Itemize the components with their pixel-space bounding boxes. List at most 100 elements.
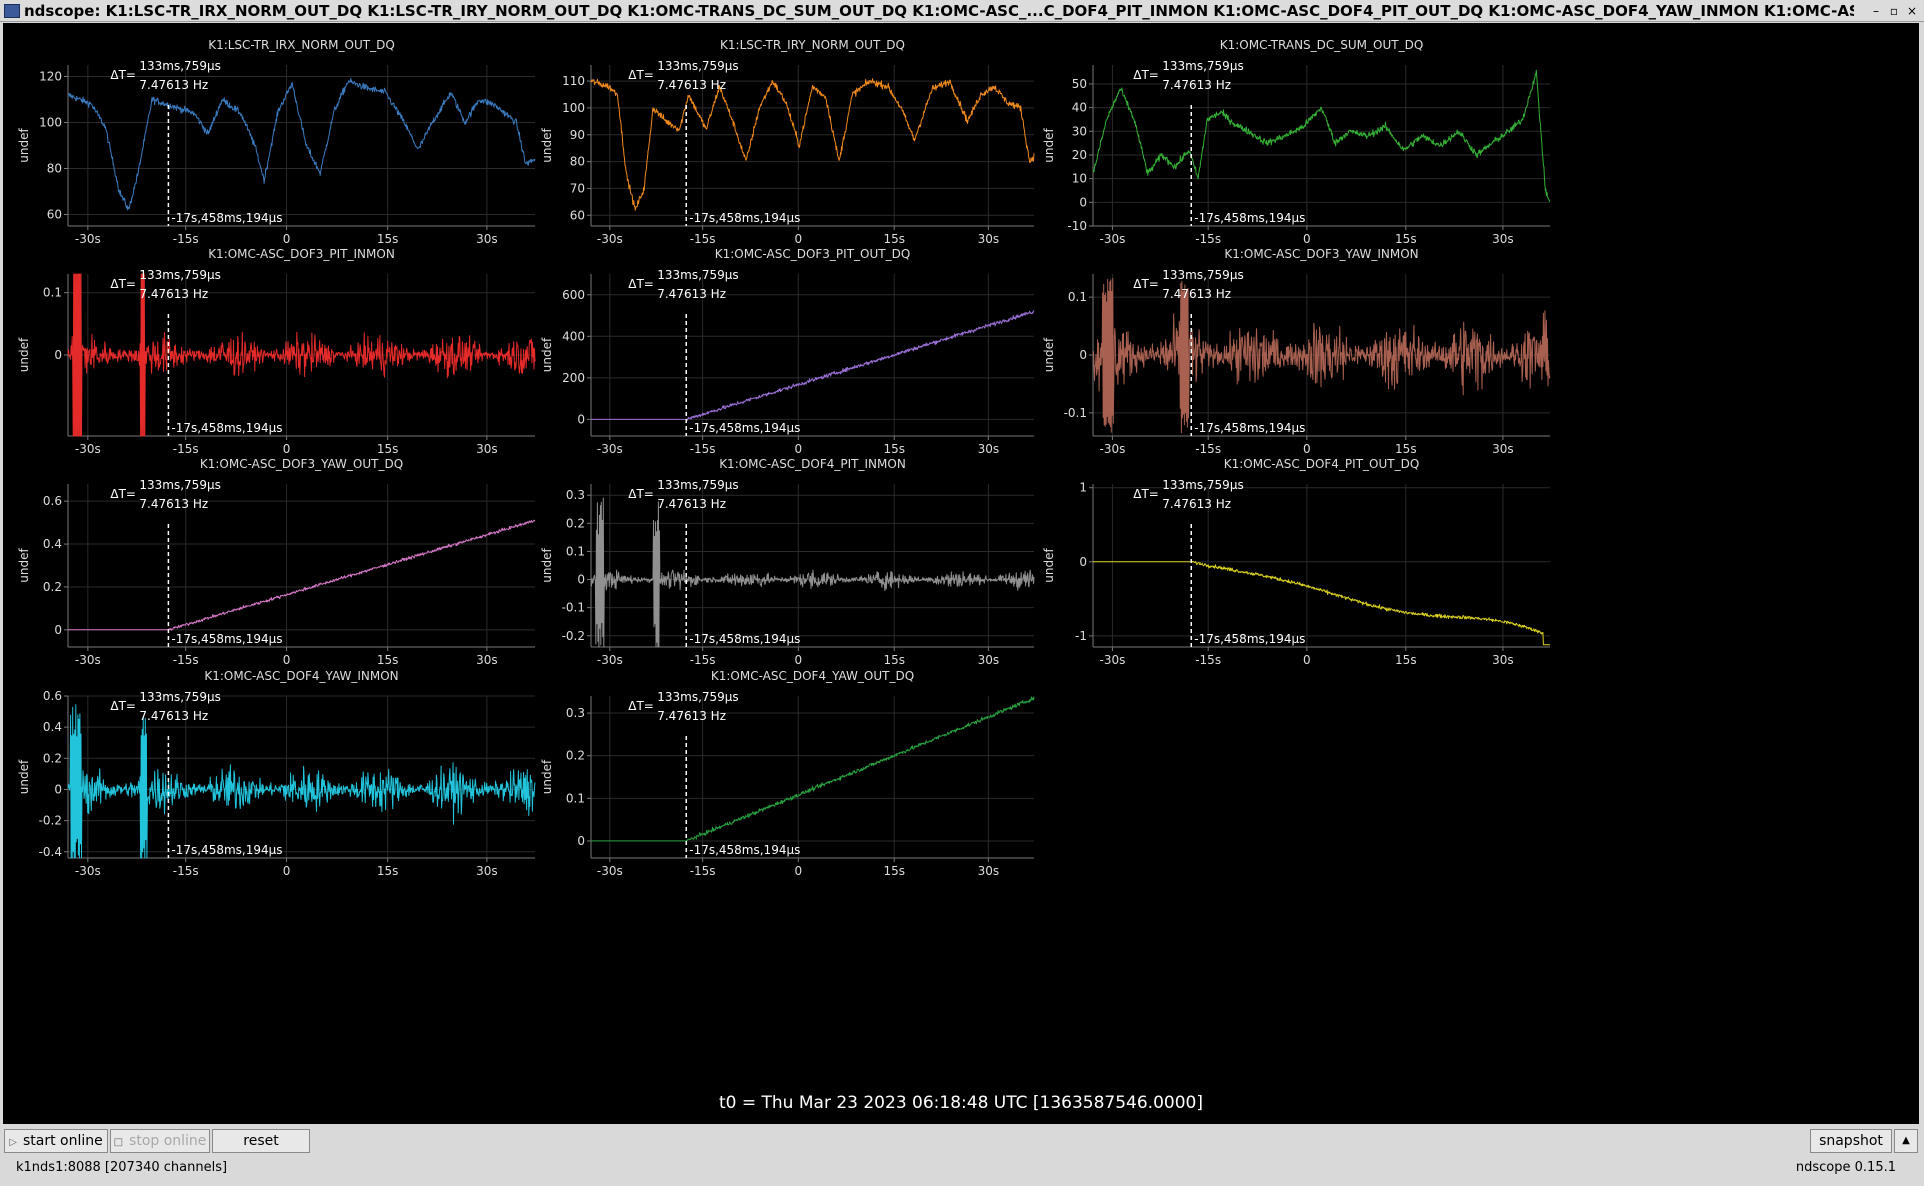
cursor-delta-value: 133ms,759µs: [1162, 59, 1243, 73]
cursor-delta-value: 133ms,759µs: [139, 478, 220, 492]
cursor-frequency: 7.47613 Hz: [1162, 497, 1231, 511]
x-tick-label: -15s: [690, 864, 716, 878]
trace-line: [591, 309, 1035, 421]
app-icon: [4, 4, 20, 18]
cursor-time-label: -17s,458ms,194µs: [689, 632, 800, 646]
x-tick-label: 0: [283, 442, 291, 456]
y-tick-label: 600: [562, 288, 585, 302]
x-tick-label: 15s: [1395, 232, 1417, 246]
y-tick-label: 90: [570, 128, 585, 142]
plot-title: K1:OMC-ASC_DOF3_YAW_OUT_DQ: [200, 457, 403, 471]
cursor-delta-value: 133ms,759µs: [1162, 478, 1243, 492]
x-tick-label: 15s: [1395, 653, 1417, 667]
x-tick-label: 0: [1303, 442, 1311, 456]
plot-title: K1:OMC-ASC_DOF3_PIT_OUT_DQ: [715, 247, 911, 261]
cursor-delta-label: ΔT=: [628, 68, 654, 82]
x-tick-label: 30s: [978, 232, 1000, 246]
y-tick-label: 0: [54, 623, 62, 637]
x-tick-label: -15s: [173, 232, 199, 246]
y-tick-label: 0.2: [43, 580, 62, 594]
y-tick-label: 0.2: [566, 749, 585, 763]
cursor-time-label: -17s,458ms,194µs: [1194, 632, 1305, 646]
y-tick-label: 0: [1079, 348, 1087, 362]
y-tick-label: 0: [54, 348, 62, 362]
trace-line: [590, 78, 1035, 211]
y-tick-label: 0: [1079, 555, 1087, 569]
y-tick-label: 0.3: [566, 488, 585, 502]
x-tick-label: -30s: [597, 864, 623, 878]
plot-title: K1:OMC-ASC_DOF4_PIT_OUT_DQ: [1224, 457, 1420, 471]
x-tick-label: 30s: [1492, 442, 1514, 456]
y-axis-label: undef: [17, 128, 31, 163]
y-tick-label: -0.2: [39, 814, 62, 828]
x-tick-label: 0: [795, 232, 803, 246]
trace-line: [1092, 278, 1551, 434]
y-tick-label: -1: [1075, 629, 1087, 643]
x-tick-label: 30s: [978, 653, 1000, 667]
x-tick-label: 0: [283, 232, 291, 246]
y-tick-label: 0: [577, 573, 585, 587]
plot-title: K1:OMC-TRANS_DC_SUM_OUT_DQ: [1220, 38, 1424, 52]
cursor-time-label: -17s,458ms,194µs: [689, 211, 800, 225]
window-titlebar: ndscope: K1:LSC-TR_IRX_NORM_OUT_DQ K1:LS…: [0, 0, 1924, 22]
reset-button[interactable]: reset: [212, 1129, 310, 1153]
cursor-delta-value: 133ms,759µs: [657, 478, 738, 492]
y-tick-label: -10: [1067, 219, 1087, 233]
start-online-button[interactable]: ▷ start online: [4, 1129, 108, 1153]
cursor-time-label: -17s,458ms,194µs: [689, 843, 800, 857]
x-tick-label: 15s: [377, 232, 399, 246]
y-tick-label: 30: [1072, 124, 1087, 138]
x-tick-label: -15s: [690, 232, 716, 246]
x-tick-label: -15s: [1195, 653, 1221, 667]
y-tick-label: 60: [47, 208, 62, 222]
cursor-delta-label: ΔT=: [110, 277, 136, 291]
y-tick-label: 0.4: [43, 537, 62, 551]
cursor-delta-value: 133ms,759µs: [139, 690, 220, 704]
plot-title: K1:OMC-ASC_DOF4_PIT_INMON: [719, 457, 906, 471]
cursor-frequency: 7.47613 Hz: [139, 78, 208, 92]
snapshot-button[interactable]: snapshot: [1810, 1129, 1892, 1153]
y-tick-label: 0: [577, 834, 585, 848]
x-tick-label: -15s: [690, 442, 716, 456]
y-tick-label: 0.1: [566, 791, 585, 805]
y-axis-label: undef: [1042, 128, 1056, 163]
cursor-time-label: -17s,458ms,194µs: [171, 843, 282, 857]
x-tick-label: 30s: [476, 232, 498, 246]
y-tick-label: 400: [562, 329, 585, 343]
x-tick-label: -30s: [75, 864, 101, 878]
cursor-delta-label: ΔT=: [1133, 487, 1159, 501]
cursor-delta-value: 133ms,759µs: [657, 690, 738, 704]
cursor-time-label: -17s,458ms,194µs: [171, 632, 282, 646]
y-axis-label: undef: [540, 759, 554, 794]
y-tick-label: 0.6: [43, 494, 62, 508]
minimize-button[interactable]: –: [1873, 4, 1879, 18]
y-tick-label: 100: [562, 101, 585, 115]
x-tick-label: 30s: [978, 442, 1000, 456]
close-button[interactable]: ×: [1906, 4, 1918, 18]
stop-online-button[interactable]: □ stop online: [110, 1129, 210, 1153]
x-tick-label: -30s: [597, 442, 623, 456]
y-tick-label: 0.2: [566, 516, 585, 530]
maximize-button[interactable]: ▫: [1889, 4, 1899, 18]
cursor-frequency: 7.47613 Hz: [657, 78, 726, 92]
x-tick-label: 0: [795, 864, 803, 878]
x-tick-label: 0: [283, 864, 291, 878]
cursor-delta-value: 133ms,759µs: [139, 268, 220, 282]
x-tick-label: 30s: [1492, 232, 1514, 246]
x-tick-label: 15s: [377, 653, 399, 667]
snapshot-menu-arrow-icon[interactable]: ▲: [1894, 1129, 1918, 1153]
x-tick-label: 30s: [978, 864, 1000, 878]
y-tick-label: 0.6: [43, 689, 62, 703]
y-tick-label: 0.4: [43, 720, 62, 734]
cursor-delta-label: ΔT=: [628, 699, 654, 713]
cursor-time-label: -17s,458ms,194µs: [171, 421, 282, 435]
trace-line: [67, 273, 536, 437]
y-tick-label: 70: [570, 181, 585, 195]
cursor-frequency: 7.47613 Hz: [657, 287, 726, 301]
play-icon: ▷: [9, 1137, 17, 1148]
trace-line: [67, 77, 536, 211]
